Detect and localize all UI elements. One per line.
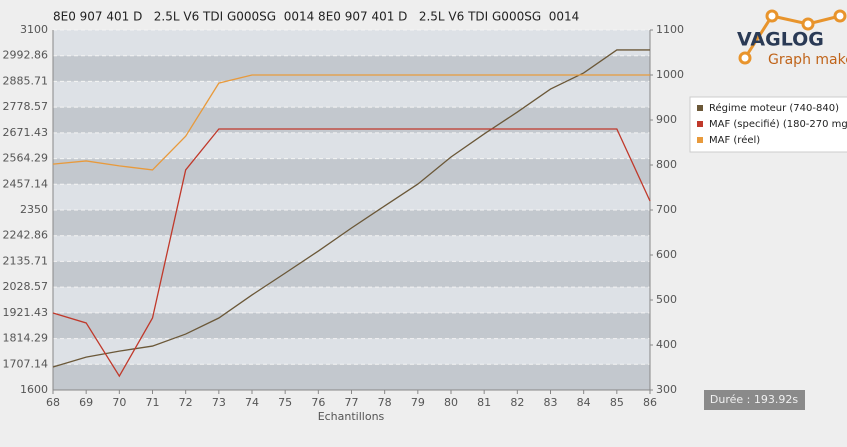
band (53, 158, 650, 185)
legend-label: MAF (réel) (709, 134, 760, 146)
band (53, 210, 650, 236)
band (53, 261, 650, 288)
duration: Durée : 193.92s (710, 393, 798, 406)
x-tick-label: 83 (544, 396, 558, 409)
y-tick-label: 1814.29 (3, 332, 49, 345)
y-tick-label: 2885.71 (3, 74, 49, 87)
legend-label: Régime moteur (740-840) (709, 102, 839, 114)
band (53, 184, 650, 210)
y-tick-label: 2028.57 (3, 280, 49, 293)
band (53, 55, 650, 82)
x-tick-label: 69 (79, 396, 93, 409)
logo-subtitle: Graph make (768, 52, 847, 68)
y2-tick-label: 400 (656, 338, 677, 351)
y2-tick-label: 600 (656, 248, 677, 261)
x-tick-label: 74 (245, 396, 259, 409)
logo-text: VAGLOG (737, 29, 824, 51)
logo-node (765, 9, 779, 23)
y2-tick-label: 700 (656, 203, 677, 216)
logo-node (738, 51, 752, 65)
x-tick-label: 71 (146, 396, 160, 409)
y-tick-label: 3100 (20, 23, 48, 36)
band (53, 338, 650, 365)
legend-swatch (697, 105, 703, 111)
x-tick-label: 78 (378, 396, 392, 409)
y-tick-label: 2350 (20, 203, 48, 216)
x-tick-label: 84 (577, 396, 591, 409)
y-tick-label: 1921.43 (3, 306, 49, 319)
x-tick-label: 79 (411, 396, 425, 409)
series-line (52, 49, 650, 368)
x-axis-label: Echantillons (318, 410, 385, 423)
x-tick-label: 68 (46, 396, 60, 409)
legend-swatch (697, 137, 703, 143)
y-tick-label: 1707.14 (3, 357, 49, 370)
y-tick-label: 2778.57 (3, 100, 49, 113)
series-line (52, 74, 650, 171)
band (53, 132, 650, 159)
logo-graph (743, 14, 841, 59)
x-tick-label: 75 (278, 396, 292, 409)
y-tick-label: 2135.71 (3, 254, 49, 267)
y2-tick-label: 500 (656, 293, 677, 306)
y-tick-label: 2457.14 (3, 177, 49, 190)
series-line (52, 128, 651, 378)
x-tick-label: 77 (345, 396, 359, 409)
y2-tick-label: 900 (656, 113, 677, 126)
x-tick-label: 72 (179, 396, 193, 409)
y-tick-label: 1600 (20, 383, 48, 396)
x-tick-label: 85 (610, 396, 624, 409)
y-tick-label: 2671.43 (3, 126, 49, 139)
y-tick-label: 2992.86 (3, 49, 49, 62)
chart-title: 8E0 907 401 D 2.5L V6 TDI G000SG 0014 8E… (53, 10, 579, 24)
x-tick-label: 80 (444, 396, 458, 409)
x-tick-label: 70 (112, 396, 126, 409)
legend-items: Régime moteur (740-840) MAF (specifié) (1… (697, 102, 847, 146)
y2-tick-label: 1000 (656, 68, 684, 81)
band (53, 235, 650, 262)
legend-swatch (697, 121, 703, 127)
legend-label: MAF (specifié) (180-270 mg/ (709, 118, 847, 130)
logo-node (801, 17, 815, 31)
logo: VAGLOG Graph make (737, 9, 847, 68)
x-tick-label: 86 (643, 396, 657, 409)
x-tick-label: 81 (477, 396, 491, 409)
band (53, 364, 650, 390)
x-tick-label: 73 (212, 396, 226, 409)
band (53, 30, 650, 56)
band (53, 287, 650, 313)
y-tick-label: 2242.86 (3, 229, 49, 242)
x-tick-label: 76 (311, 396, 325, 409)
legend (689, 96, 847, 153)
plot-area (53, 29, 650, 391)
y2-tick-label: 300 (656, 383, 677, 396)
logo-node (833, 9, 847, 23)
y2-tick-label: 1100 (656, 23, 684, 36)
y2-tick-label: 800 (656, 158, 677, 171)
duration-box (704, 390, 805, 410)
band (53, 81, 650, 108)
x-tick-label: 82 (510, 396, 524, 409)
y-tick-label: 2564.29 (3, 152, 49, 165)
